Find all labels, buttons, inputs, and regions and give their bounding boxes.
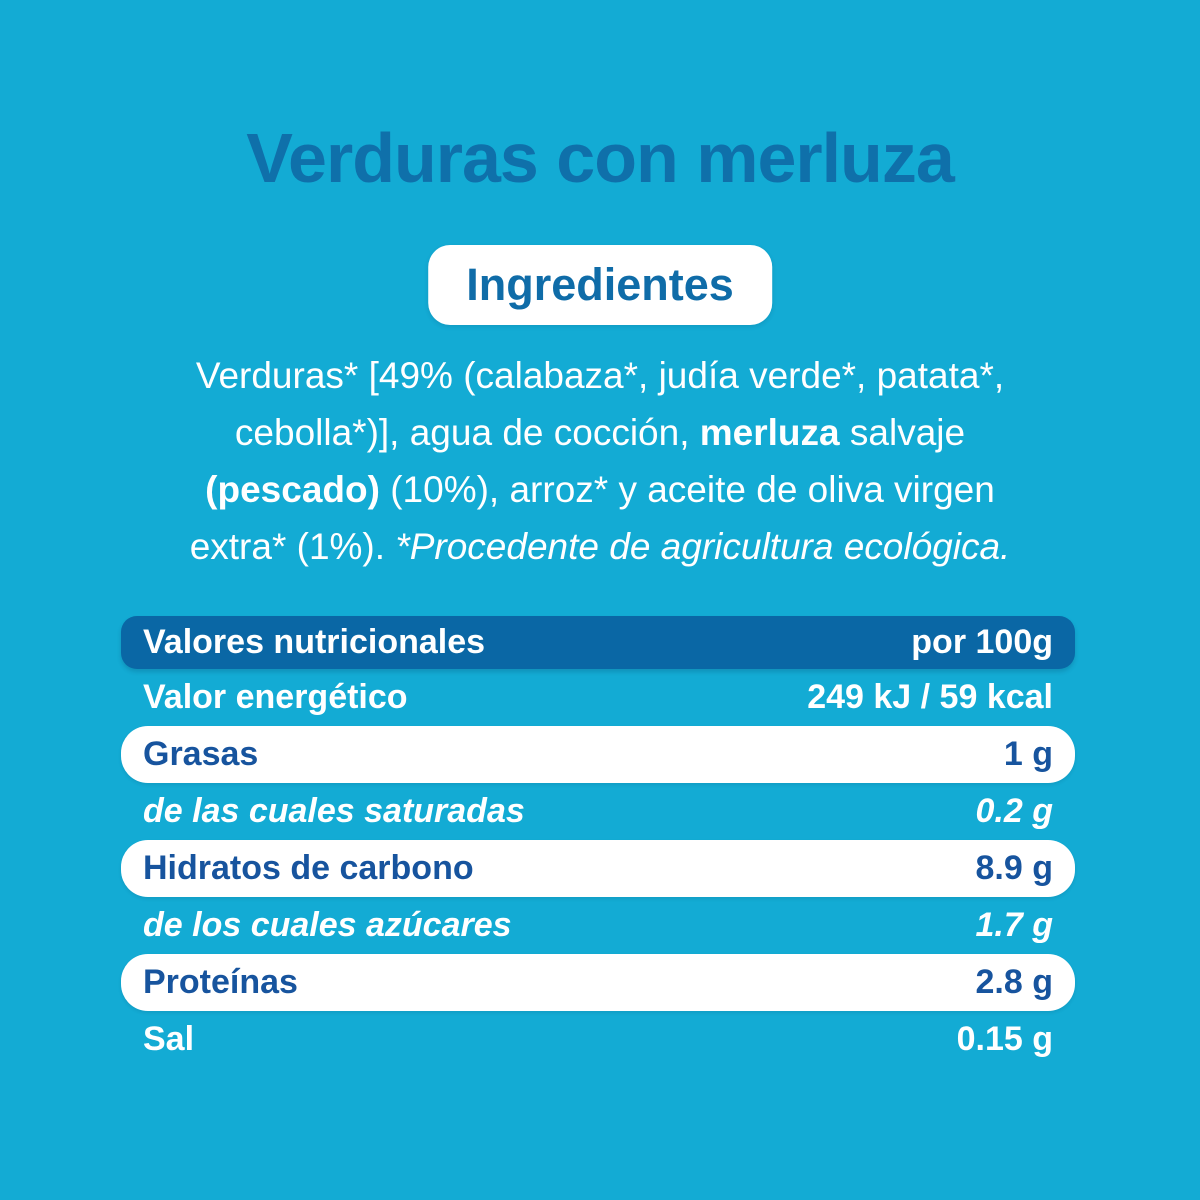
row-value: 2.8 g	[975, 963, 1053, 1001]
row-label: Sal	[143, 1020, 195, 1058]
table-row-saturated: de las cuales saturadas 0.2 g	[121, 783, 1075, 840]
row-label: Hidratos de carbono	[143, 849, 474, 887]
row-label: de los cuales azúcares	[143, 906, 512, 944]
ingredients-line-1: Verduras* [49% (calabaza*, judía verde*,…	[195, 355, 1005, 396]
row-value: 249 kJ / 59 kcal	[807, 678, 1053, 716]
row-value: 0.2 g	[975, 792, 1053, 830]
row-value: 0.15 g	[956, 1020, 1053, 1058]
row-label: de las cuales saturadas	[143, 792, 525, 830]
ingredients-line-4: extra* (1%). *Procedente de agricultura …	[189, 526, 1011, 567]
ingredients-badge-label: Ingredientes	[466, 259, 734, 310]
row-label: Valor energético	[143, 678, 408, 716]
table-row-fats: Grasas 1 g	[121, 726, 1075, 783]
table-header-per: por 100g	[911, 623, 1053, 661]
ingredients-line-3: (pescado) (10%), arroz* y aceite de oliv…	[205, 469, 995, 510]
row-label: Proteínas	[143, 963, 298, 1001]
table-row-salt: Sal 0.15 g	[121, 1011, 1075, 1068]
table-row-sugars: de los cuales azúcares 1.7 g	[121, 897, 1075, 954]
ingredients-line-2: cebolla*)], agua de cocción, merluza sal…	[234, 412, 966, 453]
table-row-energy: Valor energético 249 kJ / 59 kcal	[121, 669, 1075, 726]
row-value: 8.9 g	[975, 849, 1053, 887]
ingredients-badge: Ingredientes	[428, 245, 772, 325]
row-value: 1.7 g	[975, 906, 1053, 944]
table-header-label: Valores nutricionales	[143, 623, 486, 661]
ingredients-text: Verduras* [49% (calabaza*, judía verde*,…	[100, 347, 1100, 575]
row-label: Grasas	[143, 735, 259, 773]
table-row-proteins: Proteínas 2.8 g	[121, 954, 1075, 1011]
table-header-row: Valores nutricionales por 100g	[121, 616, 1075, 669]
row-value: 1 g	[1003, 735, 1053, 773]
nutrition-table: Valores nutricionales por 100g Valor ene…	[121, 616, 1075, 1068]
table-row-carbs: Hidratos de carbono 8.9 g	[121, 840, 1075, 897]
product-title: Verduras con merluza	[246, 119, 955, 197]
